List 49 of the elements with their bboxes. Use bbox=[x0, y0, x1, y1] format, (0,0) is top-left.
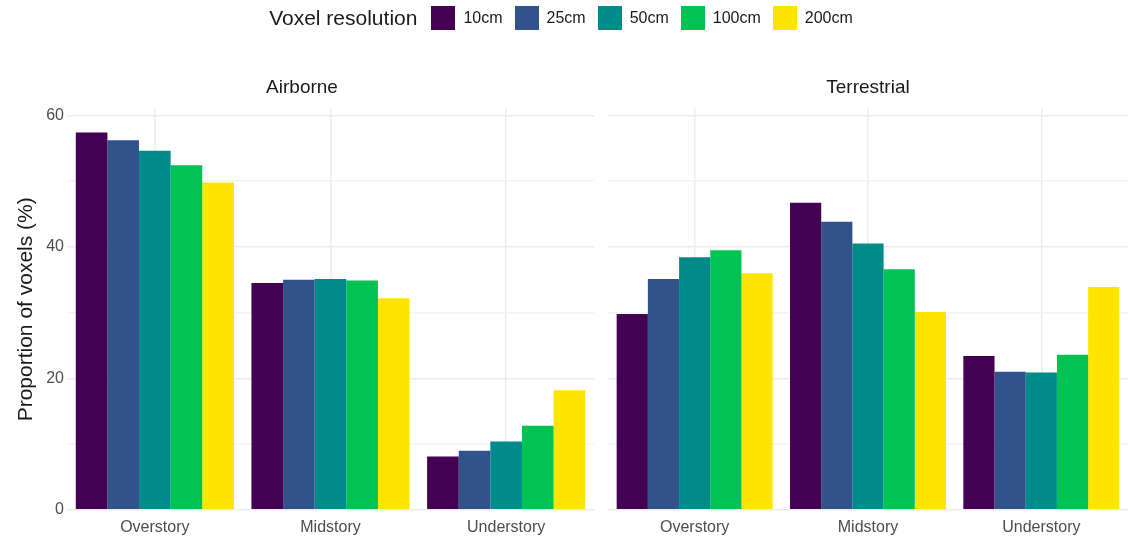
x-tick-label: Overstory bbox=[659, 517, 730, 535]
bar bbox=[1025, 372, 1057, 510]
legend-label: 200cm bbox=[804, 9, 853, 27]
bar bbox=[314, 279, 347, 510]
bar bbox=[1056, 354, 1089, 510]
y-tick-label: 20 bbox=[46, 368, 65, 386]
x-tick-label: Understory bbox=[1002, 517, 1081, 535]
bar bbox=[647, 279, 680, 510]
x-tick-label: Midstory bbox=[837, 517, 899, 535]
bar bbox=[458, 450, 491, 510]
legend-label: 25cm bbox=[546, 9, 586, 27]
bar bbox=[251, 283, 284, 510]
bar bbox=[283, 279, 315, 510]
chart-title: Airborne bbox=[266, 75, 338, 97]
legend-label: 100cm bbox=[712, 9, 761, 27]
bar bbox=[741, 273, 773, 510]
bar bbox=[107, 140, 140, 510]
bar bbox=[170, 165, 203, 510]
bar bbox=[616, 313, 648, 510]
bar bbox=[710, 250, 742, 510]
legend-title: Voxel resolution bbox=[269, 6, 418, 30]
y-tick-label: 40 bbox=[46, 237, 65, 255]
y-tick-label: 60 bbox=[46, 105, 65, 123]
bar bbox=[914, 311, 946, 510]
bar bbox=[852, 243, 884, 510]
bar bbox=[821, 221, 853, 510]
bar bbox=[427, 456, 459, 510]
bar bbox=[490, 441, 522, 510]
bar bbox=[994, 371, 1026, 510]
x-tick-label: Understory bbox=[467, 517, 546, 535]
x-tick-label: Overstory bbox=[120, 517, 190, 535]
bar bbox=[1088, 286, 1120, 510]
legend-label: 50cm bbox=[629, 9, 669, 27]
legend-label: 10cm bbox=[463, 9, 503, 27]
y-tick-label: 0 bbox=[55, 500, 65, 518]
bar bbox=[963, 355, 995, 510]
bar bbox=[521, 425, 554, 510]
bar bbox=[346, 280, 378, 510]
bar bbox=[790, 202, 822, 510]
x-tick-label: Midstory bbox=[300, 517, 361, 535]
bar bbox=[377, 298, 410, 510]
bar bbox=[139, 150, 171, 510]
chart-title: Terrestrial bbox=[826, 75, 910, 97]
bar bbox=[75, 132, 108, 510]
y-axis-title: Proportion of voxels (%) bbox=[13, 197, 37, 422]
bar bbox=[202, 182, 234, 510]
bar bbox=[679, 257, 711, 510]
bar bbox=[883, 269, 915, 510]
bar bbox=[553, 390, 586, 510]
